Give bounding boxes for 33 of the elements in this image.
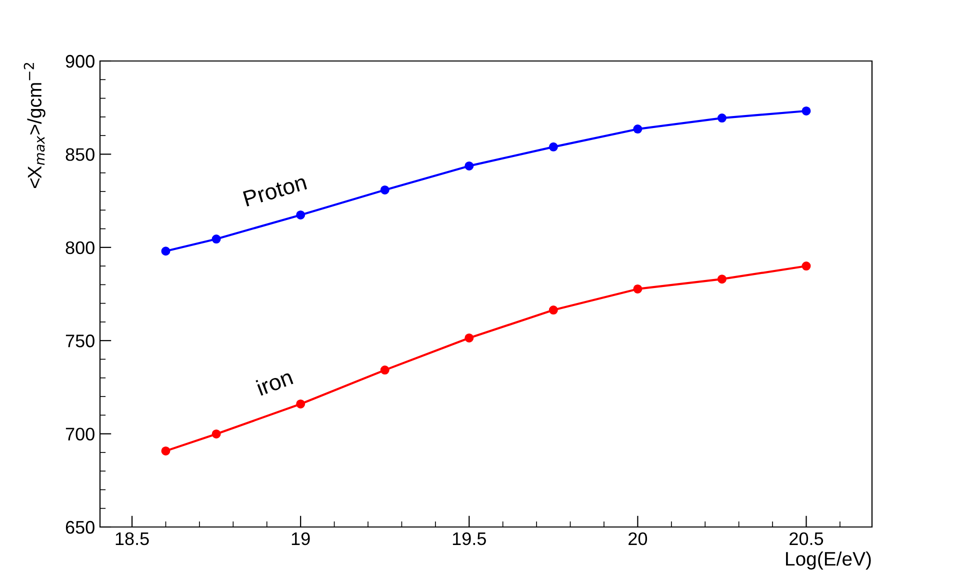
point (717, 274, 726, 284)
x-tick-label: 19 (292, 532, 310, 546)
y-tick-label: 800 (66, 241, 94, 254)
y-axis-title: <X$_{max}$>/gcm$^{−2}$ (24, 62, 46, 188)
y-tick-label: 850 (66, 148, 94, 161)
x-axis-title: Log(E/eV) (786, 551, 871, 570)
point (717, 114, 726, 123)
x-tick-label: 20.5 (790, 532, 824, 546)
point (161, 246, 170, 256)
y-tick-label: 900 (66, 54, 94, 68)
y-tick-label: 700 (66, 428, 94, 441)
text: Proton (242, 174, 308, 207)
text: iron (256, 368, 294, 396)
point (212, 234, 221, 244)
point (802, 262, 811, 271)
x-tick-label: 20 (628, 532, 648, 546)
point (548, 306, 558, 315)
point (464, 161, 474, 170)
point (212, 429, 221, 438)
point (296, 399, 306, 408)
point (380, 366, 390, 375)
point (380, 185, 390, 194)
x-tick-label: 19.5 (452, 532, 486, 546)
point (161, 446, 170, 456)
point (548, 142, 558, 152)
point (464, 333, 474, 342)
point (296, 210, 306, 220)
point (633, 284, 642, 294)
y-tick-label: 650 (66, 520, 94, 534)
x-tick-label: 18.5 (116, 532, 149, 546)
y-tick-label: 750 (66, 334, 94, 348)
point (633, 124, 642, 134)
point (802, 106, 811, 116)
